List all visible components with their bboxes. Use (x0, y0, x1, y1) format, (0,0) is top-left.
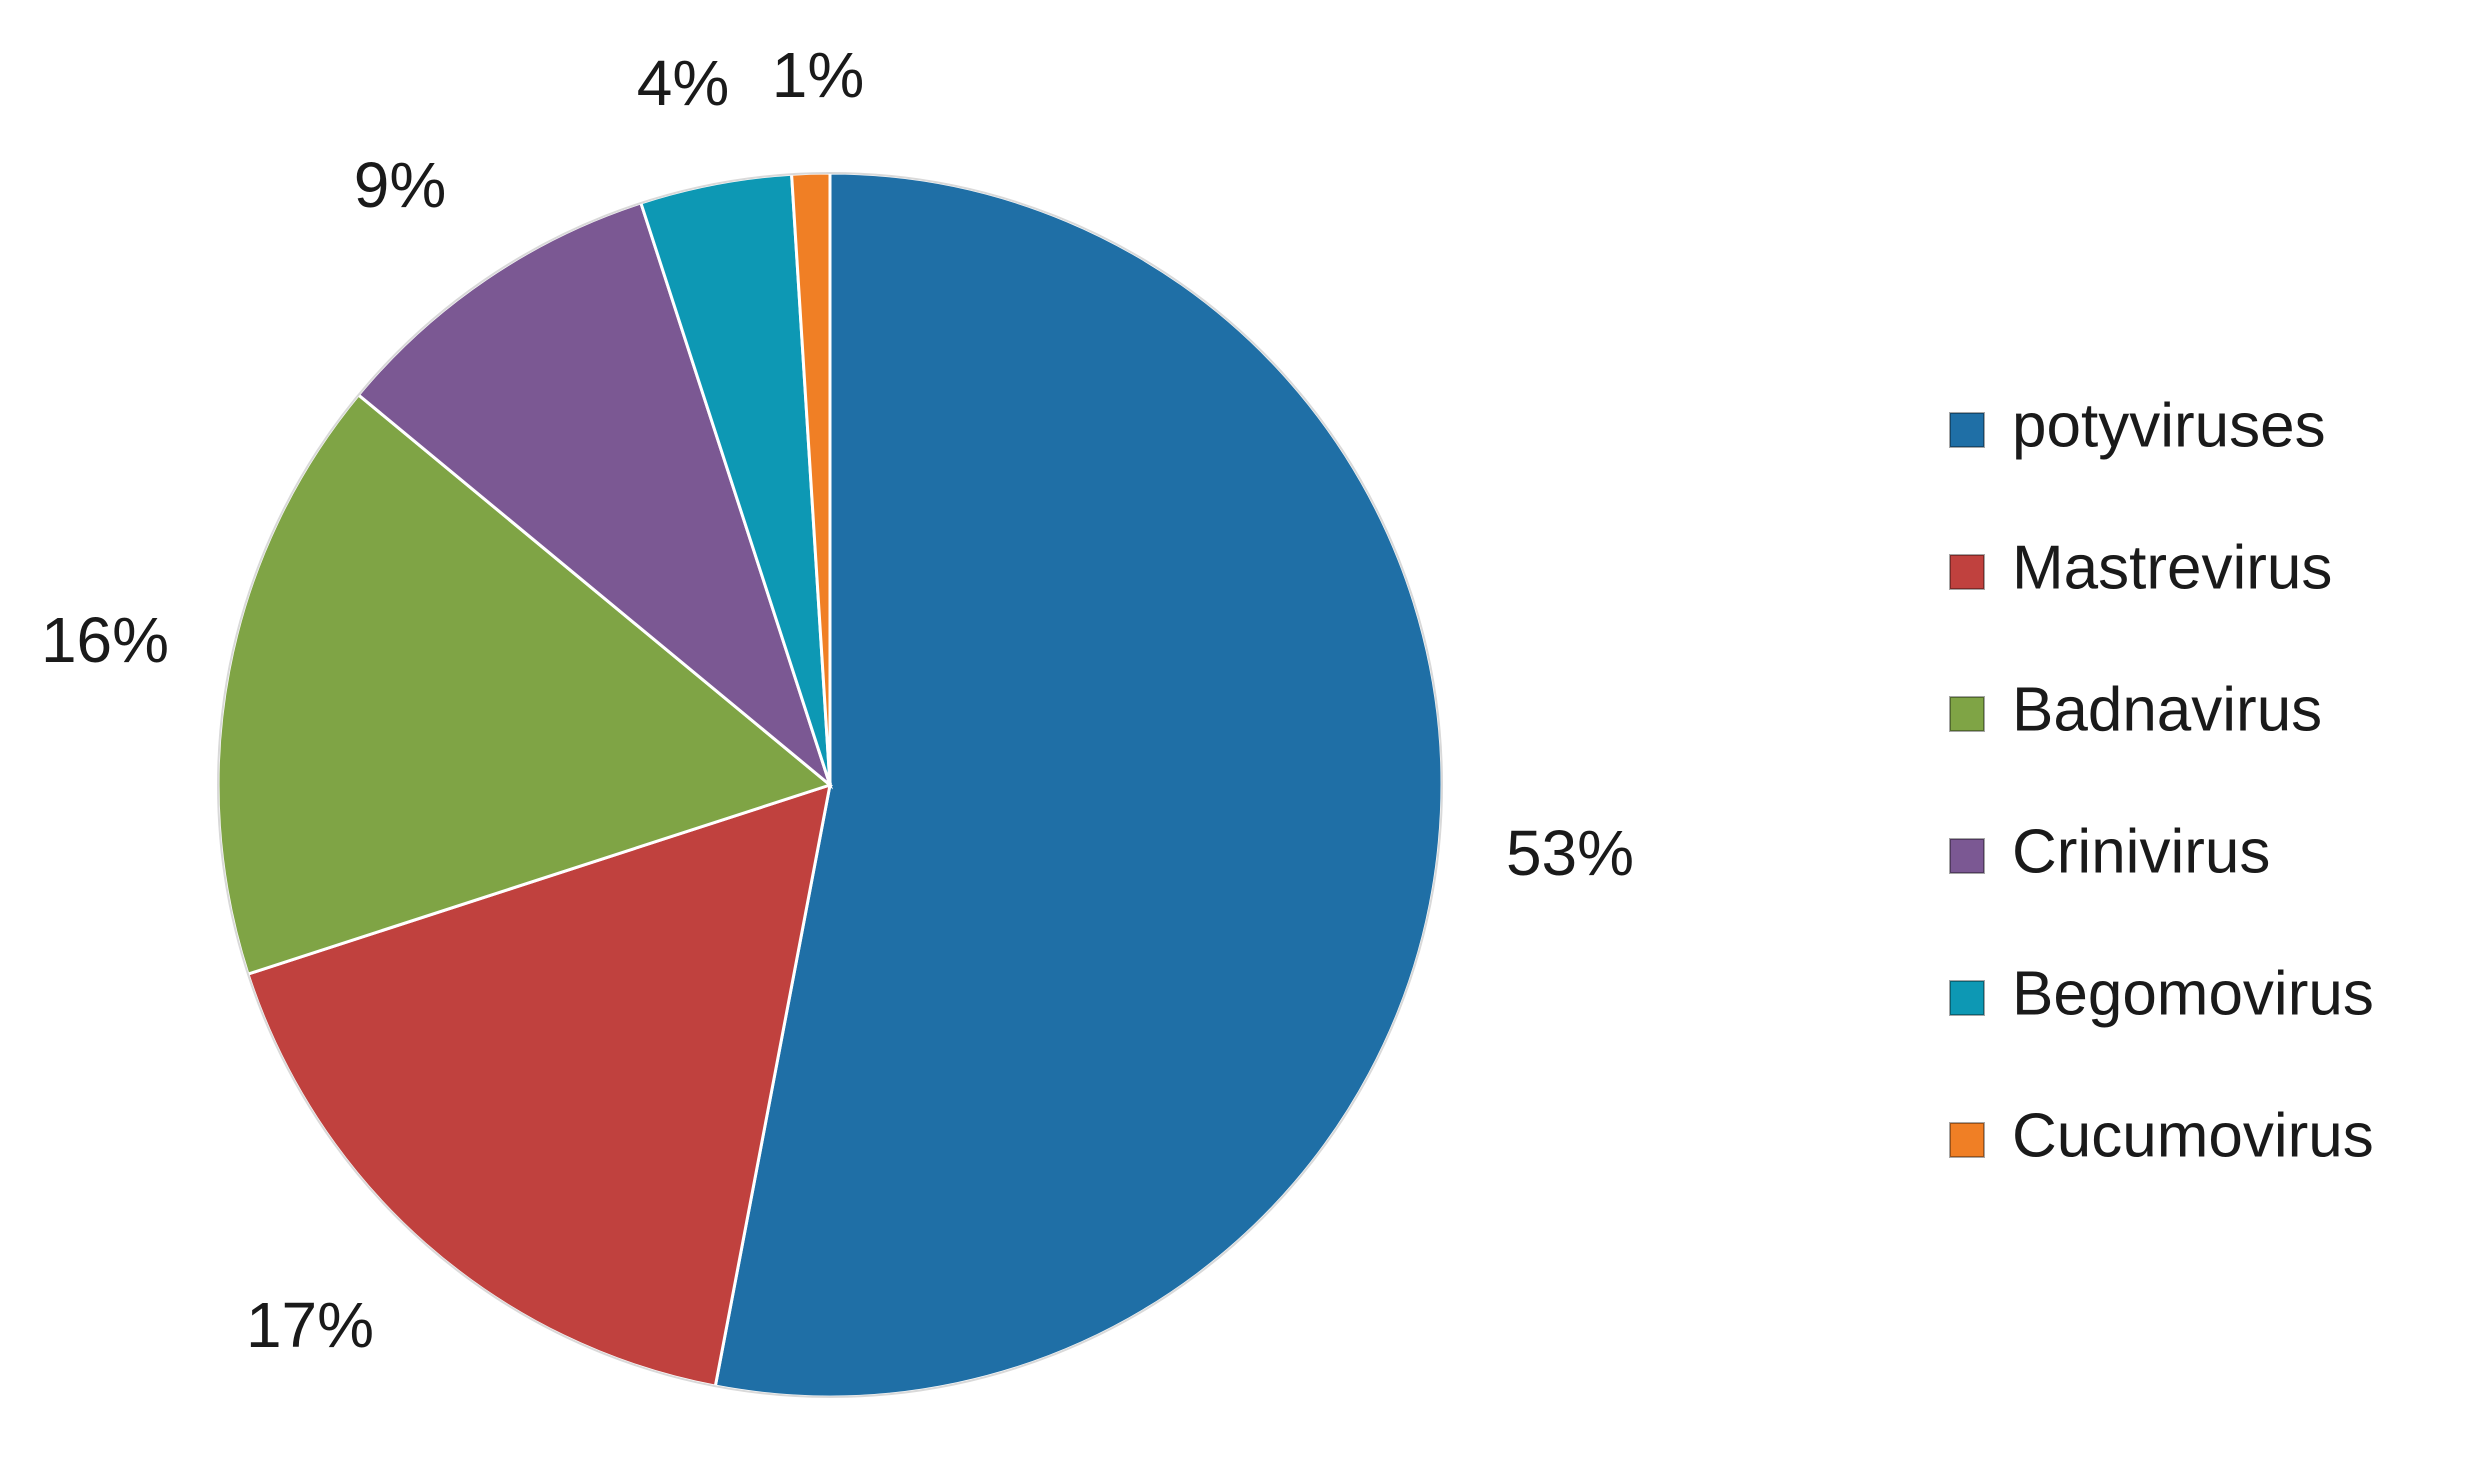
pie-slice-mastrevirus (246, 782, 832, 1388)
data-label-mastrevirus: 17% (246, 1289, 374, 1361)
legend-item-cucumovirus: Cucumovirus (1949, 1101, 2374, 1170)
legend-item-mastrevirus: Mastrevirus (1949, 533, 2332, 602)
pie-outline (217, 172, 1443, 1398)
legend-item-crinivirus: Crinivirus (1949, 817, 2270, 886)
data-label-begomovirus: 4% (637, 47, 730, 119)
legend-label-mastrevirus: Mastrevirus (2012, 533, 2332, 602)
legend-swatch-begomovirus (1949, 980, 1985, 1016)
data-labels: 53% 17% 16% 9% 4% 1% (41, 39, 1634, 1361)
legend-item-badnavirus: Badnavirus (1949, 675, 2322, 744)
legend-label-badnavirus: Badnavirus (2012, 675, 2322, 744)
data-label-potyviruses: 53% (1506, 817, 1634, 889)
legend-item-begomovirus: Begomovirus (1949, 959, 2374, 1028)
data-label-crinivirus: 9% (354, 149, 447, 221)
legend-swatch-cucumovirus (1949, 1122, 1985, 1158)
data-label-badnavirus: 16% (41, 604, 169, 676)
pie-slice-potyviruses (713, 171, 1444, 1399)
data-label-cucumovirus: 1% (772, 39, 865, 111)
legend-label-cucumovirus: Cucumovirus (2012, 1101, 2374, 1170)
legend-swatch-badnavirus (1949, 696, 1985, 732)
pie-slice-cucumovirus (789, 171, 832, 786)
legend-swatch-potyviruses (1949, 412, 1985, 448)
legend: potyviruses Mastrevirus Badnavirus Crinivir… (1949, 391, 2374, 1170)
legend-label-potyviruses: potyviruses (2012, 391, 2326, 460)
pie-slices (216, 171, 1444, 1399)
legend-label-begomovirus: Begomovirus (2012, 959, 2374, 1028)
pie-slice-badnavirus (216, 392, 834, 977)
pie-slice-crinivirus (356, 201, 834, 790)
legend-label-crinivirus: Crinivirus (2012, 817, 2270, 886)
legend-swatch-mastrevirus (1949, 554, 1985, 590)
legend-swatch-crinivirus (1949, 838, 1985, 874)
legend-item-potyviruses: potyviruses (1949, 391, 2326, 460)
